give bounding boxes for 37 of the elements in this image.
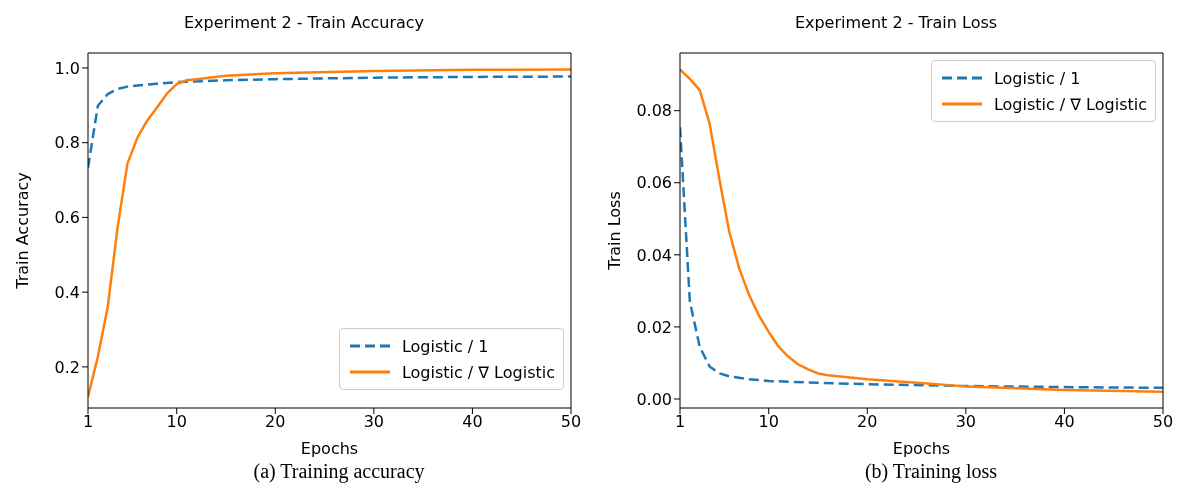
- x-tick-label: 30: [955, 412, 977, 432]
- y-tick-label: 0.4: [54, 282, 80, 302]
- text: (b) Training loss: [863, 460, 999, 483]
- x-tick-label: 50: [1152, 412, 1174, 432]
- y-tick-label: 1.0: [54, 58, 80, 78]
- y-tick-label: 0.02: [636, 317, 672, 337]
- x-axis-title: Epochs: [300, 439, 359, 458]
- legend-label: Logistic / ∇ Logistic: [401, 362, 555, 382]
- x-tick-label: 30: [363, 412, 385, 432]
- x-tick-label: 20: [857, 412, 878, 432]
- y-tick-label: 0.2: [54, 357, 80, 377]
- chart-title: Experiment 2 - Train Accuracy: [182, 12, 426, 34]
- x-tick-label: 50: [560, 412, 582, 432]
- y-tick-label: 0.00: [636, 389, 672, 409]
- y-axis-title: Train Accuracy: [12, 172, 32, 290]
- x-tick-label: 40: [1054, 412, 1075, 432]
- x-tick-label: 10: [758, 412, 779, 432]
- x-tick-label: 1: [674, 412, 686, 432]
- x-tick-label: 40: [462, 412, 483, 432]
- legend-label: Logistic / ∇ Logistic: [993, 94, 1147, 114]
- chart-title: Experiment 2 - Train Loss: [793, 12, 999, 34]
- x-axis-title: Epochs: [892, 439, 951, 458]
- line-series: [88, 75, 571, 169]
- legend-label: Logistic / 1: [993, 68, 1081, 88]
- legend-label: Logistic / 1: [401, 336, 489, 356]
- y-tick-label: 0.06: [636, 173, 672, 193]
- y-tick-label: 0.04: [636, 245, 672, 265]
- y-tick-label: 0.08: [636, 101, 672, 121]
- x-tick-label: 20: [265, 412, 286, 432]
- line-series: [680, 68, 1163, 394]
- x-tick-label: 1: [82, 412, 94, 432]
- x-tick-label: 10: [166, 412, 187, 432]
- y-tick-label: 0.8: [54, 133, 80, 153]
- text: (a) Training accuracy: [252, 460, 426, 483]
- y-tick-label: 0.6: [54, 208, 80, 228]
- y-axis-title: Train Loss: [604, 191, 624, 271]
- line-series: [88, 68, 571, 399]
